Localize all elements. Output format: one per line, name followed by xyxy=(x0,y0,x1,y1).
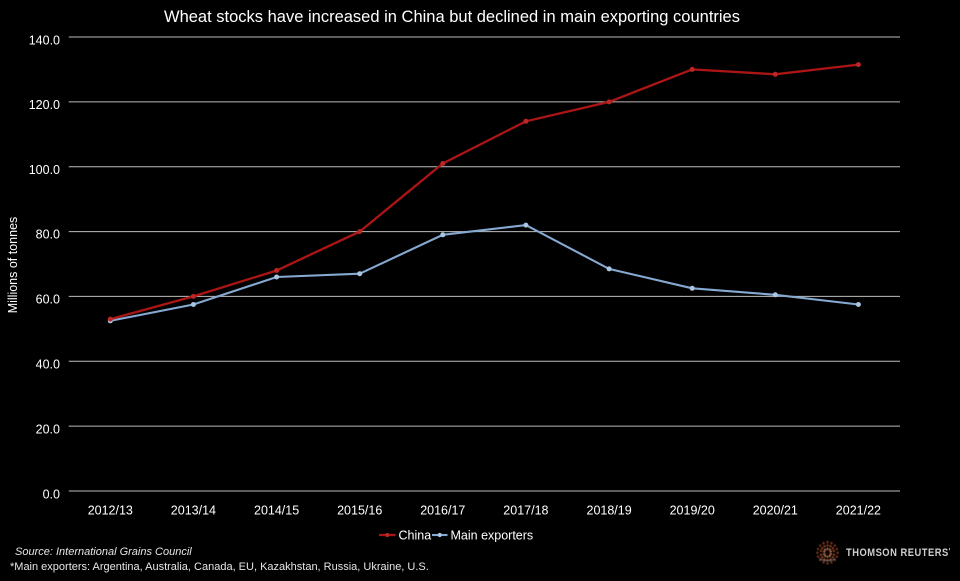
svg-text:120.0: 120.0 xyxy=(29,98,60,112)
svg-text:40.0: 40.0 xyxy=(36,358,60,372)
svg-text:80.0: 80.0 xyxy=(36,228,60,242)
svg-text:60.0: 60.0 xyxy=(36,293,60,307)
svg-text:20.0: 20.0 xyxy=(36,423,60,437)
svg-text:2017/18: 2017/18 xyxy=(503,504,548,518)
svg-text:2015/16: 2015/16 xyxy=(337,504,382,518)
svg-text:China: China xyxy=(399,529,432,543)
svg-text:2013/14: 2013/14 xyxy=(171,504,216,518)
svg-text:2020/21: 2020/21 xyxy=(753,504,798,518)
svg-text:Main exporters: Main exporters xyxy=(451,529,534,543)
svg-text:0.0: 0.0 xyxy=(43,488,60,502)
svg-text:2012/13: 2012/13 xyxy=(88,504,133,518)
svg-text:2018/19: 2018/19 xyxy=(587,504,632,518)
svg-text:140.0: 140.0 xyxy=(29,34,60,48)
svg-text:2014/15: 2014/15 xyxy=(254,504,299,518)
svg-text:100.0: 100.0 xyxy=(29,163,60,177)
svg-text:2016/17: 2016/17 xyxy=(420,504,465,518)
svg-text:2021/22: 2021/22 xyxy=(836,504,881,518)
svg-text:2019/20: 2019/20 xyxy=(670,504,715,518)
